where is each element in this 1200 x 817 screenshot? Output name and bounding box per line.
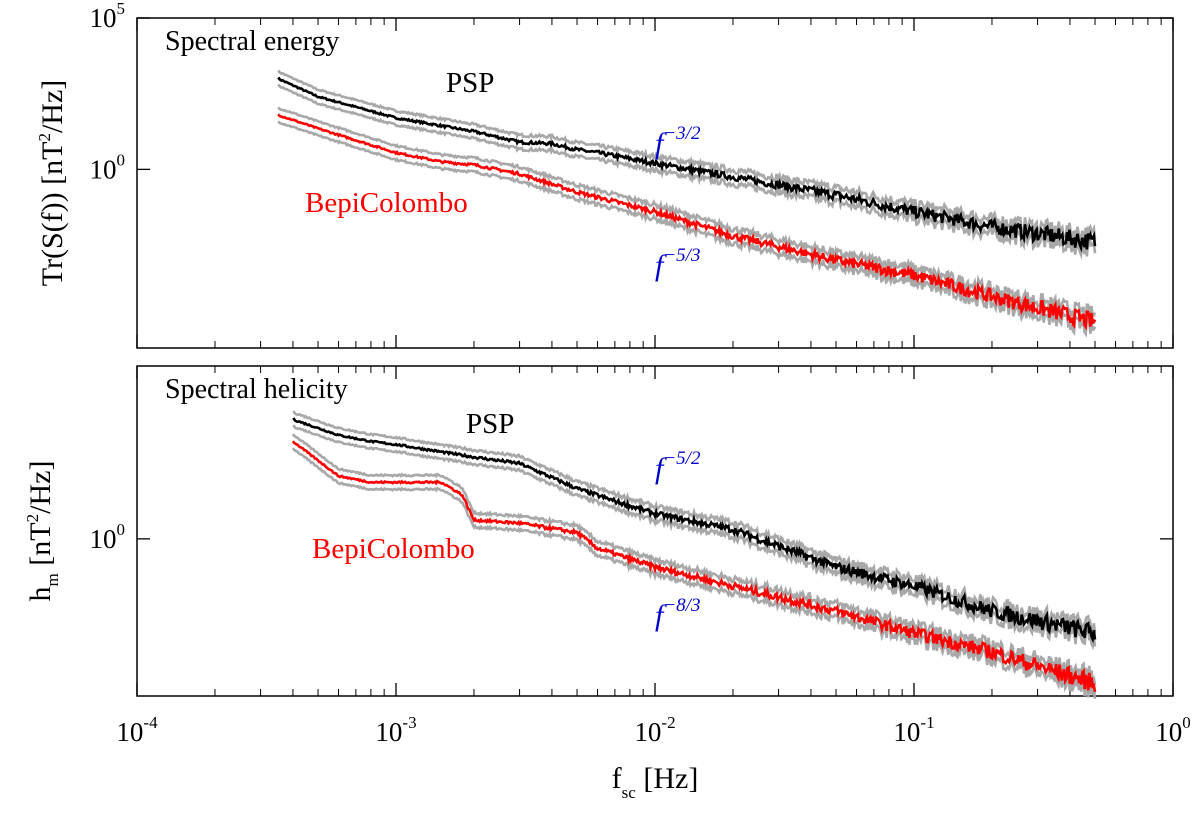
energy-uncertainty-bands bbox=[277, 69, 1097, 338]
bepicolombo-upper-bound-line bbox=[291, 433, 1097, 686]
bepicolombo-upper-bound-line bbox=[277, 106, 1097, 324]
x-tick-label: 10-4 bbox=[116, 713, 158, 747]
energy-bepi-slope-annotation: f−5/3 bbox=[655, 245, 700, 282]
helicity-uncertainty-bands bbox=[291, 410, 1097, 700]
helicity-x-major-ticks bbox=[136, 366, 1174, 696]
energy-y-ticks: 105 100 bbox=[90, 0, 1173, 184]
x-axis-label: fsc [Hz] bbox=[612, 762, 699, 802]
psp-lower-bound-line bbox=[277, 83, 1097, 260]
energy-x-major-ticks bbox=[136, 18, 1174, 348]
bepicolombo-series-line bbox=[291, 440, 1097, 693]
helicity-axes-box bbox=[136, 365, 1174, 697]
bepicolombo-lower-bound-line bbox=[291, 447, 1097, 700]
x-tick-label: 100 bbox=[1155, 713, 1191, 747]
bepicolombo-series-line bbox=[277, 113, 1097, 331]
x-tick-label: 10-2 bbox=[634, 713, 675, 747]
helicity-panel: 100 Spectral helicity PSP BepiColombo f−… bbox=[23, 365, 1191, 802]
helicity-psp-slope-annotation: f−5/2 bbox=[655, 448, 701, 485]
psp-series-line bbox=[292, 417, 1097, 644]
y-tick-label: 105 bbox=[90, 0, 126, 33]
psp-series-line bbox=[277, 76, 1097, 253]
helicity-y-axis-label: hm [nT2/Hz] bbox=[23, 461, 62, 602]
energy-psp-label: PSP bbox=[446, 67, 494, 99]
energy-y-axis-label: Tr(S(f)) [nT2/Hz] bbox=[35, 80, 69, 287]
y-tick-label: 100 bbox=[90, 520, 126, 554]
helicity-bepi-slope-annotation: f−8/3 bbox=[655, 595, 700, 632]
energy-bepicolombo-label: BepiColombo bbox=[305, 187, 468, 219]
energy-psp-slope-annotation: f−3/2 bbox=[655, 123, 701, 160]
helicity-psp-label: PSP bbox=[466, 408, 514, 440]
bepicolombo-lower-bound-line bbox=[277, 120, 1097, 338]
helicity-x-minor-ticks bbox=[214, 366, 1162, 696]
x-tick-label: 10-3 bbox=[375, 713, 416, 747]
energy-panel-title: Spectral energy bbox=[165, 26, 339, 57]
helicity-series-lines bbox=[291, 417, 1097, 693]
y-tick-label: 100 bbox=[90, 150, 126, 184]
energy-series-lines bbox=[277, 76, 1097, 331]
helicity-panel-title: Spectral helicity bbox=[165, 374, 348, 405]
energy-x-minor-ticks bbox=[214, 18, 1162, 348]
psp-upper-bound-line bbox=[292, 410, 1097, 637]
x-tick-labels: 10-4 10-3 10-2 10-1 100 bbox=[116, 713, 1190, 747]
helicity-bepicolombo-label: BepiColombo bbox=[312, 533, 475, 565]
helicity-y-ticks: 100 bbox=[90, 520, 1173, 554]
psp-lower-bound-line bbox=[292, 424, 1097, 651]
energy-panel: 105 100 Spectral energy PSP BepiColombo f… bbox=[35, 0, 1174, 349]
psp-upper-bound-line bbox=[277, 69, 1097, 246]
x-tick-label: 10-1 bbox=[893, 713, 934, 747]
